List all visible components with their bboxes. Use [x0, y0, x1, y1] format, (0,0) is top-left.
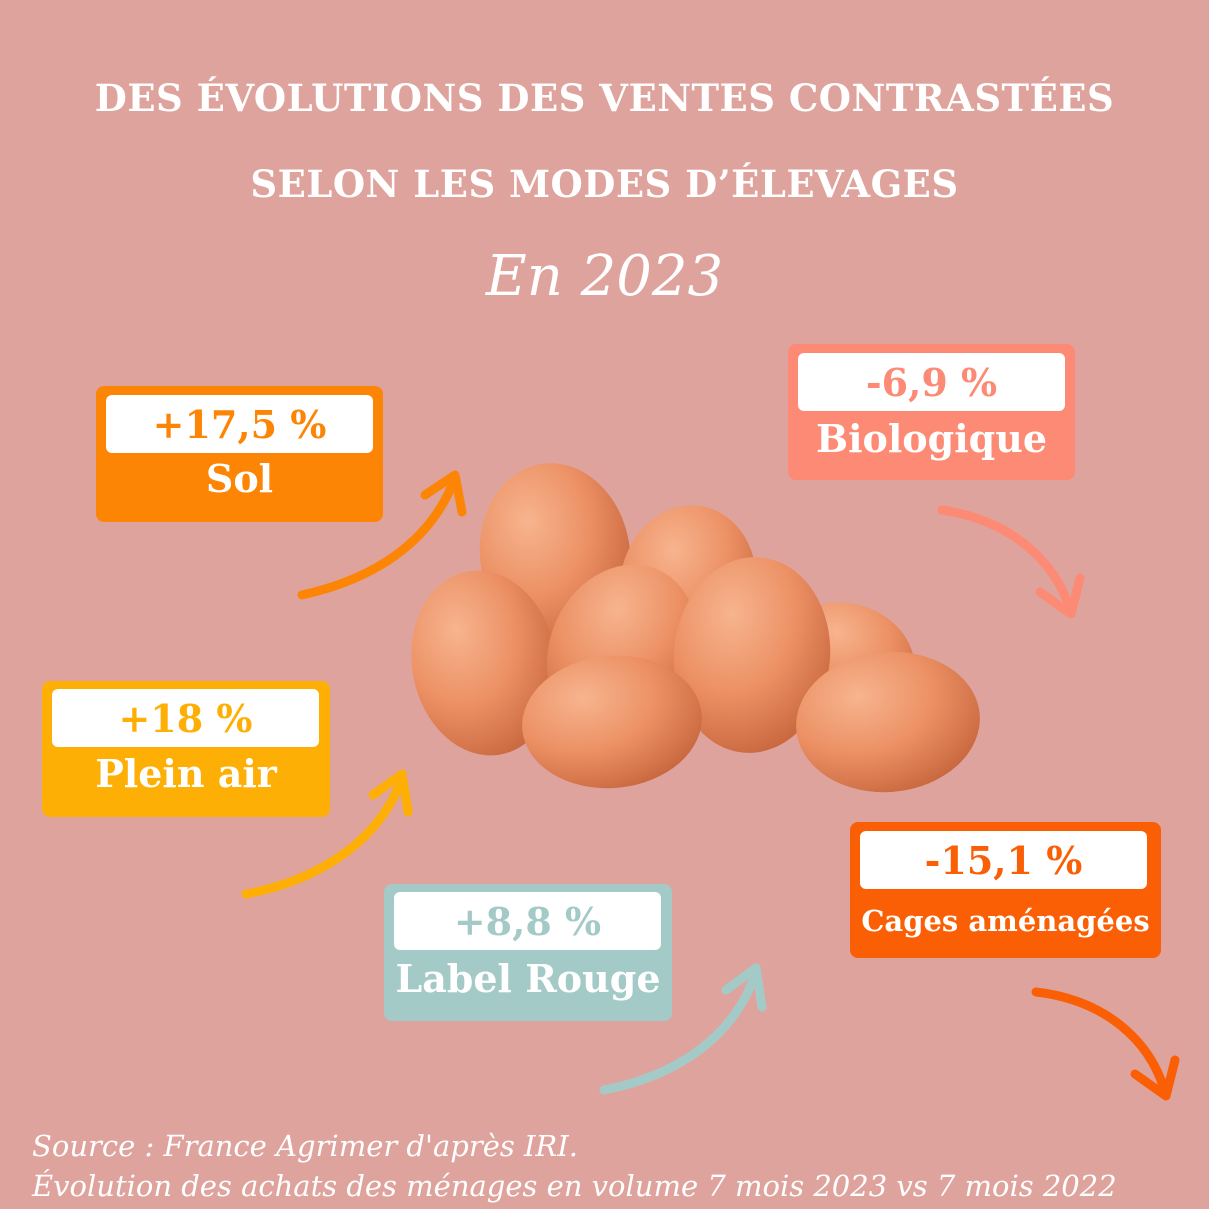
- arrow-down-biologique-icon: [937, 505, 1085, 619]
- source-note: Source : France Agrimer d'après IRI. Évo…: [32, 1126, 1117, 1206]
- arrow-down-cages-icon: [1031, 987, 1180, 1101]
- value-biologique: -6,9 %: [798, 353, 1065, 411]
- source-line-1: Source : France Agrimer d'après IRI.: [32, 1129, 578, 1163]
- card-label-rouge: +8,8 % Label Rouge: [384, 884, 672, 1021]
- title-line-1: DES ÉVOLUTIONS DES VENTES CONTRASTÉES: [94, 76, 1115, 120]
- label-sol: Sol: [205, 456, 274, 501]
- arrow-up-plein-air-icon: [241, 769, 413, 899]
- value-sol: +17,5 %: [106, 395, 373, 453]
- title-line-2: SELON LES MODES D’ÉLEVAGES: [250, 162, 959, 206]
- card-biologique: -6,9 % Biologique: [788, 344, 1075, 480]
- source-line-2: Évolution des achats des ménages en volu…: [32, 1169, 1117, 1203]
- label-plein-air: Plein air: [95, 751, 277, 796]
- value-plein-air: +18 %: [52, 689, 319, 747]
- card-plein-air: +18 % Plein air: [42, 681, 330, 817]
- label-cages-amenagees: Cages aménagées: [861, 904, 1150, 938]
- value-cages-amenagees: -15,1 %: [860, 831, 1147, 889]
- card-sol: +17,5 % Sol: [96, 386, 383, 522]
- arrow-up-sol-icon: [297, 470, 467, 600]
- label-biologique: Biologique: [815, 416, 1048, 461]
- card-cages-amenagees: -15,1 % Cages aménagées: [850, 822, 1161, 958]
- subtitle: En 2023: [485, 244, 724, 309]
- arrow-up-label-rouge-icon: [599, 963, 767, 1095]
- value-label-rouge: +8,8 %: [394, 892, 661, 950]
- label-label-rouge: Label Rouge: [395, 956, 661, 1001]
